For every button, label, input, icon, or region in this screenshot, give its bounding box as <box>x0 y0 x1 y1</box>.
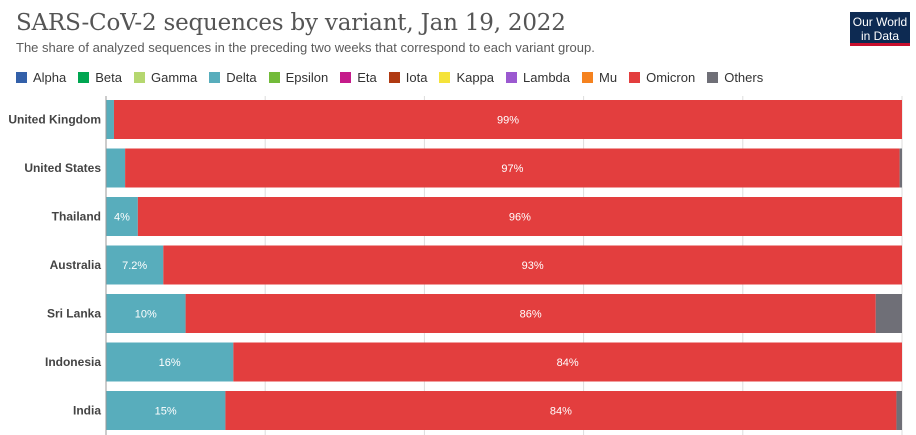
legend-item-mu[interactable]: Mu <box>582 70 617 85</box>
bar-segment-omicron <box>233 342 903 382</box>
bar-segment-omicron <box>185 294 876 333</box>
data-label: 7.2% <box>122 260 147 272</box>
legend-swatch <box>78 72 90 83</box>
data-label: 84% <box>550 406 572 418</box>
category-label: United Kingdom <box>8 113 101 127</box>
legend-swatch <box>582 72 594 83</box>
legend-swatch <box>268 72 280 83</box>
category-label: Australia <box>50 258 102 272</box>
logo-line-2: in Data <box>860 29 900 43</box>
bar-segment-delta <box>106 197 138 236</box>
bar-segment-others <box>899 148 902 188</box>
category-label: Sri Lanka <box>47 307 101 321</box>
data-label: 16% <box>159 357 181 369</box>
legend-label: Mu <box>599 70 618 85</box>
category-label: United States <box>24 161 101 175</box>
data-label: 4% <box>114 212 130 224</box>
legend-item-epsilon[interactable]: Epsilon <box>268 70 329 85</box>
legend-item-gamma[interactable]: Gamma <box>134 70 197 85</box>
legend-swatch <box>629 72 641 83</box>
bar-segment-delta <box>106 342 234 382</box>
bar-segment-delta <box>106 294 186 333</box>
bar-segment-omicron <box>125 148 900 188</box>
legend-swatch <box>506 72 518 83</box>
data-label: 10% <box>135 309 157 321</box>
legend-label: Gamma <box>151 70 198 85</box>
data-label: 99% <box>497 115 519 127</box>
data-label: 93% <box>522 260 544 272</box>
bar-segment-omicron <box>225 391 897 430</box>
bar-segment-others <box>896 391 902 430</box>
legend-label: Delta <box>226 70 257 85</box>
legend-label: Lambda <box>523 70 571 85</box>
legend-label: Epsilon <box>285 70 329 85</box>
legend-swatch <box>209 72 221 83</box>
legend-item-eta[interactable]: Eta <box>340 70 377 85</box>
data-label: 86% <box>520 309 542 321</box>
legend-swatch <box>439 72 451 83</box>
legend-label: Omicron <box>646 70 696 85</box>
chart-subtitle: The share of analyzed sequences in the p… <box>16 40 595 55</box>
category-label: Thailand <box>52 210 101 224</box>
legend-swatch <box>340 72 352 83</box>
data-label: 96% <box>509 212 531 224</box>
legend-item-delta[interactable]: Delta <box>209 70 257 85</box>
bar-segment-others <box>875 294 902 333</box>
legend-label: Kappa <box>456 70 495 85</box>
legend-item-omicron[interactable]: Omicron <box>629 70 695 85</box>
bar-segment-delta <box>106 391 226 430</box>
category-label: Indonesia <box>45 355 101 369</box>
owid-logo[interactable]: Our World in Data <box>850 12 910 46</box>
chart-title: SARS-CoV-2 sequences by variant, Jan 19,… <box>16 10 566 36</box>
legend-label: Beta <box>95 70 122 85</box>
legend-item-kappa[interactable]: Kappa <box>439 70 494 85</box>
data-label: 97% <box>501 163 523 175</box>
bar-segment-delta <box>106 100 114 139</box>
bar-segment-omicron <box>137 197 903 236</box>
legend-swatch <box>707 72 719 83</box>
legend-item-alpha[interactable]: Alpha <box>16 70 66 85</box>
legend: Alpha Beta Gamma Delta Epsilon Eta Iota Kappa La… <box>16 70 775 85</box>
legend-swatch <box>16 72 27 83</box>
legend-item-lambda[interactable]: Lambda <box>506 70 570 85</box>
category-label: India <box>73 404 101 418</box>
data-label: 84% <box>557 357 579 369</box>
bar-segment-omicron <box>163 245 902 285</box>
legend-item-others[interactable]: Others <box>707 70 763 85</box>
legend-swatch <box>388 72 400 83</box>
legend-item-beta[interactable]: Beta <box>78 70 122 85</box>
bar-segment-omicron <box>113 100 902 139</box>
legend-label: Eta <box>357 70 377 85</box>
logo-line-1: Our World <box>852 15 908 29</box>
legend-label: Iota <box>405 70 428 85</box>
legend-item-iota[interactable]: Iota <box>388 70 428 85</box>
legend-label: Alpha <box>33 70 67 85</box>
bar-segment-delta <box>106 245 164 285</box>
data-label: 15% <box>155 406 177 418</box>
bar-segment-delta <box>106 148 126 188</box>
legend-swatch <box>134 72 145 83</box>
legend-label: Others <box>724 70 764 85</box>
